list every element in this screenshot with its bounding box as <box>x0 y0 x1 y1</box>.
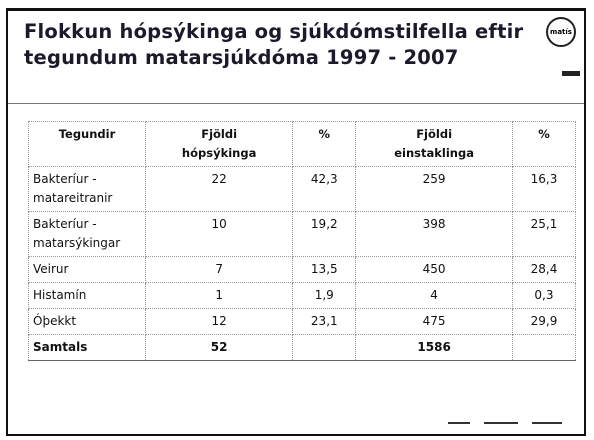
header-text: hópsýkinga <box>181 146 257 160</box>
cell: 259 <box>355 166 513 212</box>
cell: 450 <box>355 256 513 283</box>
cell: 1 <box>144 282 294 309</box>
cell: 23,1 <box>292 308 357 335</box>
cell: 19,2 <box>292 211 357 257</box>
row-label: Veirur <box>28 256 146 283</box>
slide-title: Flokkun hópsýkinga og sjúkdómstilfella e… <box>24 19 523 71</box>
table-row: Veirur 7 13,5 450 28,4 <box>28 256 577 283</box>
cell: 0,3 <box>511 282 577 309</box>
cell: 1,9 <box>292 282 357 309</box>
label-text: Bakteríur - <box>33 172 97 186</box>
label-text: Óþekkt <box>33 314 77 328</box>
cell: 25,1 <box>511 211 577 257</box>
cell: 7 <box>144 256 294 283</box>
header-row: Tegundir Fjöldi hópsýkinga% Fjöldi einstakli… <box>28 121 577 167</box>
label-text: Samtals <box>33 340 88 354</box>
header-text: % <box>318 127 331 141</box>
cell: 16,3 <box>511 166 577 212</box>
header-text: Fjöldi <box>201 127 238 141</box>
column-header: % <box>292 121 357 167</box>
row-label: Óþekkt <box>28 308 146 335</box>
cell: 398 <box>355 211 513 257</box>
column-header: % <box>511 121 577 167</box>
cell: 42,3 <box>292 166 357 212</box>
table-row: Óþekkt 12 23,1 475 29,9 <box>28 308 577 335</box>
title-line: Flokkun hópsýkinga og sjúkdómstilfella e… <box>24 20 524 43</box>
cell: 28,4 <box>511 256 577 283</box>
cell: 13,5 <box>292 256 357 283</box>
table-row: Bakteríur - matareitranir 22 42,3 259 16,3 <box>28 166 577 212</box>
column-header: Fjöldi einstaklinga <box>355 121 513 167</box>
cell: 10 <box>144 211 294 257</box>
cell: 52 <box>144 334 294 361</box>
footer-mark <box>448 422 470 424</box>
label-text: Veirur <box>33 262 69 276</box>
cell: 29,9 <box>511 308 577 335</box>
header-text: einstaklinga <box>394 146 474 160</box>
logo: matís <box>546 17 576 47</box>
empty-cell <box>511 334 577 361</box>
table-row: Bakteríur - matarsýkingar 10 19,2 398 25,1 <box>28 211 577 257</box>
header-text: Tegundir <box>58 127 116 141</box>
cell: 12 <box>144 308 294 335</box>
footer-mark <box>532 422 562 424</box>
row-label: Samtals <box>28 334 146 361</box>
row-label: Bakteríur - matareitranir <box>28 166 146 212</box>
cell: 4 <box>355 282 513 309</box>
column-header: Tegundir <box>28 121 146 167</box>
footer-mark <box>484 422 518 424</box>
column-header: Fjöldi hópsýkinga <box>144 121 294 167</box>
table-row: Samtals 52 1586 <box>28 334 577 361</box>
header-text: Fjöldi <box>416 127 453 141</box>
slide: Flokkun hópsýkinga og sjúkdómstilfella e… <box>6 8 586 436</box>
header-text: % <box>538 127 550 141</box>
cell: 22 <box>144 166 294 212</box>
label-text: Bakteríur - <box>33 217 97 231</box>
logo-bar <box>562 71 580 76</box>
cell: 475 <box>355 308 513 335</box>
title-line: tegundum matarsjúkdóma 1997 - 2007 <box>24 46 459 69</box>
title-rule <box>8 103 584 104</box>
row-label: Bakteríur - matarsýkingar <box>28 211 146 257</box>
label-text: matareitranir <box>33 191 113 205</box>
table-body: Bakteríur - matareitranir 22 42,3 259 16,3 Bak… <box>28 166 577 361</box>
table-row: Histamín 1 1,9 4 0,3 <box>28 282 577 309</box>
row-label: Histamín <box>28 282 146 309</box>
cell: 1586 <box>355 334 513 361</box>
empty-cell <box>292 334 357 361</box>
label-text: matarsýkingar <box>33 236 121 250</box>
data-table: Tegundir Fjöldi hópsýkinga% Fjöldi einstakli… <box>28 121 577 361</box>
label-text: Histamín <box>33 288 87 302</box>
